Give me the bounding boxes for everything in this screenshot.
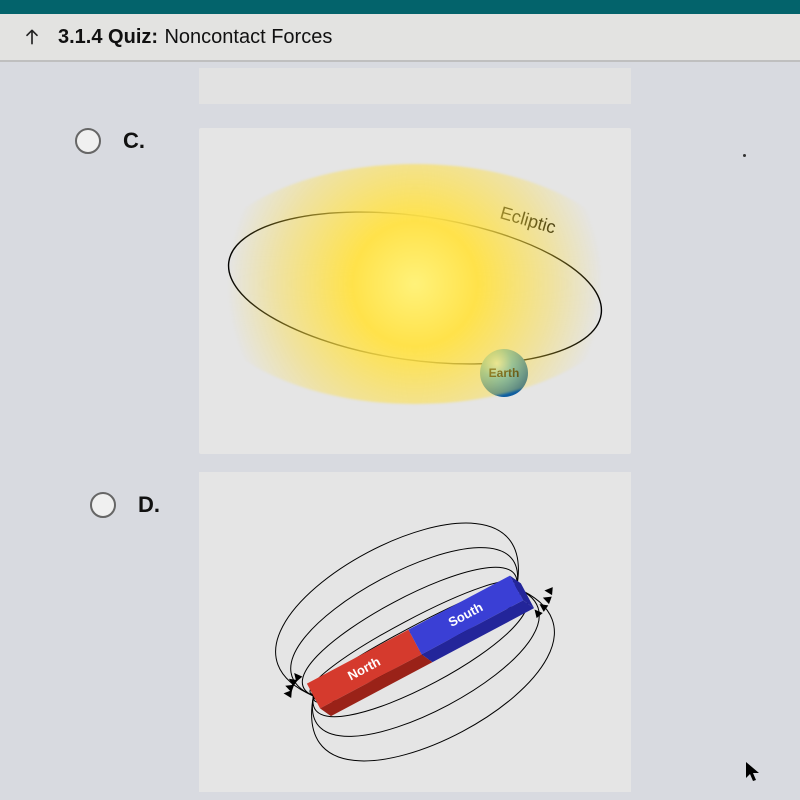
magnet-svg: NorthSouth xyxy=(199,472,631,792)
quiz-number: 3.1.4 Quiz: xyxy=(58,26,158,48)
content-area: C. Sun Earth Ecliptic D. NorthSouth xyxy=(0,62,800,800)
option-d-row[interactable]: D. xyxy=(90,492,160,518)
cursor-icon xyxy=(744,760,762,782)
back-icon[interactable] xyxy=(22,27,42,47)
previous-option-cutoff xyxy=(199,68,631,104)
radio-c[interactable] xyxy=(75,128,101,154)
browser-chrome-strip xyxy=(0,0,800,14)
option-c-figure: Sun Earth Ecliptic xyxy=(199,128,631,454)
quiz-header: 3.1.4 Quiz: Noncontact Forces xyxy=(0,14,800,62)
speck xyxy=(743,154,746,157)
option-c-row[interactable]: C. xyxy=(75,128,145,154)
option-d-label: D. xyxy=(138,492,160,518)
sun-glow xyxy=(199,164,631,404)
option-c-label: C. xyxy=(123,128,145,154)
quiz-title: Noncontact Forces xyxy=(164,26,332,48)
option-d-figure: NorthSouth xyxy=(199,472,631,792)
radio-d[interactable] xyxy=(90,492,116,518)
